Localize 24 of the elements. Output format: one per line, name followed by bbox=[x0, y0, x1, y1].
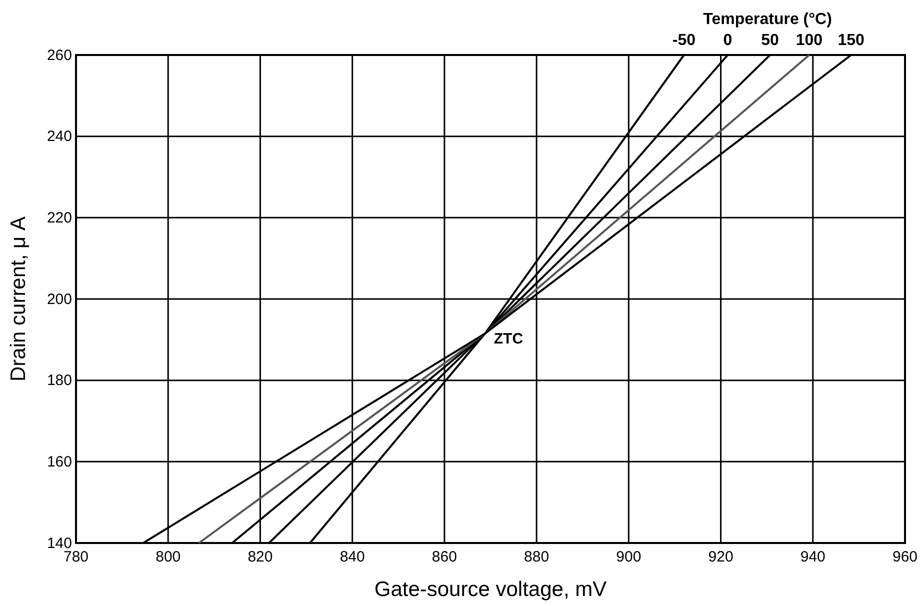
x-axis-title: Gate-source voltage, mV bbox=[374, 578, 607, 601]
x-tick-label: 920 bbox=[708, 548, 734, 566]
y-axis-title: Drain current, μ A bbox=[7, 216, 30, 382]
series-label: 150 bbox=[838, 32, 865, 49]
x-tick-label: 880 bbox=[524, 548, 550, 566]
series-label: -50 bbox=[672, 32, 696, 49]
x-tick-label: 840 bbox=[340, 548, 365, 566]
x-tick-label: 940 bbox=[800, 548, 826, 566]
y-tick-label: 240 bbox=[46, 128, 72, 146]
x-tick-label: 900 bbox=[616, 548, 642, 566]
y-tick-label: 180 bbox=[46, 372, 72, 390]
x-tick-label: 800 bbox=[156, 548, 181, 566]
x-tick-label: 960 bbox=[892, 548, 918, 566]
y-tick-label: 260 bbox=[46, 46, 72, 64]
y-tick-label: 220 bbox=[46, 209, 72, 226]
legend-title: Temperature (°C) bbox=[703, 11, 832, 28]
series-label: 0 bbox=[723, 32, 732, 49]
x-tick-label: 860 bbox=[432, 548, 457, 566]
annotation: ZTC bbox=[494, 330, 524, 348]
y-tick-label: 200 bbox=[46, 290, 72, 308]
series-label: 50 bbox=[761, 32, 780, 49]
x-tick-label: 820 bbox=[248, 548, 273, 566]
y-tick-label: 160 bbox=[46, 453, 72, 470]
series-label: 100 bbox=[796, 32, 823, 49]
